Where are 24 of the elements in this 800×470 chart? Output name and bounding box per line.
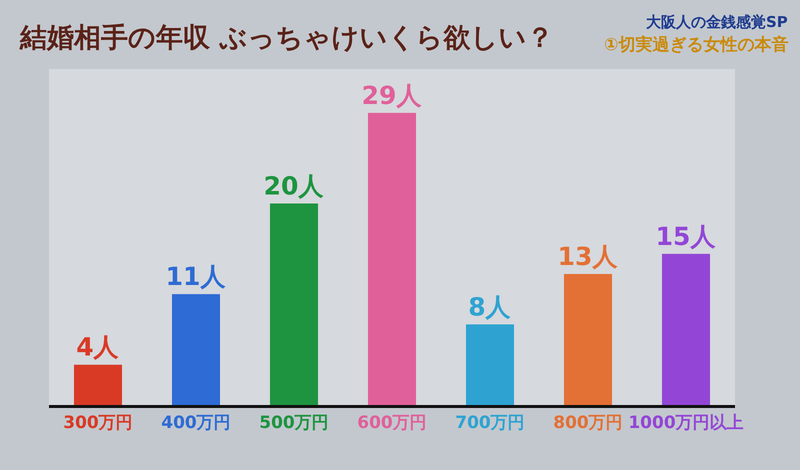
x-tick-label: 700万円 — [455, 413, 525, 434]
text: ①切実過ぎる女性の本音 — [604, 35, 788, 55]
x-tick-label: 600万円 — [357, 413, 427, 434]
data-label: 15人 — [656, 222, 716, 251]
x-tick-label: 300万円 — [63, 413, 133, 434]
bar — [270, 204, 318, 405]
x-tick-label: 400万円 — [161, 413, 231, 434]
bar — [368, 112, 416, 405]
chart-title: 結婚相手の年収 ぶっちゃけいくら欲しい？ — [19, 22, 554, 54]
data-label: 20人 — [264, 172, 324, 200]
bar — [466, 324, 514, 405]
text: 大阪人の金銭感覚SP — [646, 13, 788, 31]
bar — [172, 294, 220, 405]
data-label: 11人 — [166, 262, 226, 292]
data-label: 4人 — [76, 332, 120, 362]
data-label: 29人 — [362, 80, 422, 110]
x-tick-label: 1000万円以上 — [628, 413, 744, 434]
x-tick-label: 800万円 — [553, 413, 623, 434]
x-tick-label: 500万円 — [259, 413, 329, 434]
bar — [564, 274, 612, 405]
bar — [74, 364, 122, 405]
bar — [662, 254, 710, 405]
data-label: 8人 — [468, 292, 512, 322]
data-label: 13人 — [558, 242, 618, 272]
